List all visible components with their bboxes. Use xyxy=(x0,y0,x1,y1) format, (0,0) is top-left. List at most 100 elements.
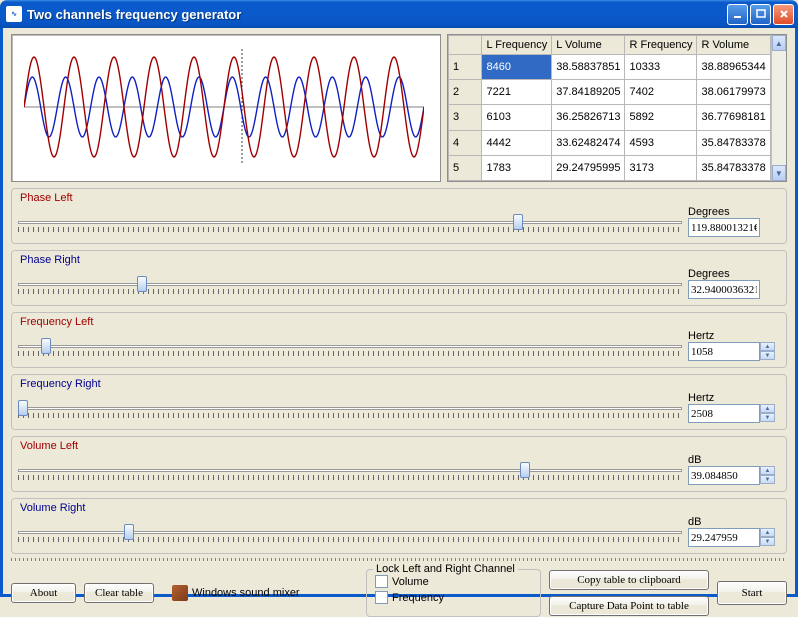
freq_left-thumb[interactable] xyxy=(41,338,51,354)
window-title: Two channels frequency generator xyxy=(27,7,727,22)
vol_left-unit: dB xyxy=(688,454,780,466)
phase_left-panel: Phase Left Degrees xyxy=(11,188,787,244)
phase_right-value-input[interactable] xyxy=(688,280,760,299)
spin-up-icon[interactable]: ▲ xyxy=(760,528,775,537)
spin-down-icon[interactable]: ▼ xyxy=(760,413,775,422)
data-table[interactable]: L FrequencyL VolumeR FrequencyR Volume18… xyxy=(448,35,771,181)
phase_right-thumb[interactable] xyxy=(137,276,147,292)
lock-frequency-checkbox[interactable] xyxy=(375,591,388,604)
scroll-up-button[interactable]: ▲ xyxy=(772,35,786,51)
phase_left-unit: Degrees xyxy=(688,206,780,218)
vol_right-thumb[interactable] xyxy=(124,524,134,540)
vol_right-panel: Volume Right dB ▲ ▼ xyxy=(11,498,787,554)
waveform-display xyxy=(11,34,441,182)
table-cell[interactable]: 36.25826713 xyxy=(552,105,625,130)
sound-mixer-label: Windows sound mixer xyxy=(192,587,300,599)
about-button[interactable]: About xyxy=(11,583,76,603)
table-cell[interactable]: 2 xyxy=(449,80,482,105)
spin-down-icon[interactable]: ▼ xyxy=(760,537,775,546)
table-cell[interactable]: 7221 xyxy=(482,80,552,105)
vol_left-value-input[interactable] xyxy=(688,466,760,485)
phase_right-panel: Phase Right Degrees xyxy=(11,250,787,306)
spin-up-icon[interactable]: ▲ xyxy=(760,342,775,351)
sound-mixer-link[interactable]: Windows sound mixer xyxy=(172,585,300,601)
start-button[interactable]: Start xyxy=(717,581,787,605)
freq_left-title: Frequency Left xyxy=(18,316,780,328)
window-buttons xyxy=(727,4,794,25)
table-cell[interactable]: 4 xyxy=(449,130,482,155)
freq_right-unit: Hertz xyxy=(688,392,780,404)
freq_left-value-input[interactable] xyxy=(688,342,760,361)
freq_right-title: Frequency Right xyxy=(18,378,780,390)
phase_right-title: Phase Right xyxy=(18,254,780,266)
table-cell[interactable]: 5892 xyxy=(625,105,697,130)
table-cell[interactable]: 10333 xyxy=(625,55,697,80)
table-cell[interactable]: 3173 xyxy=(625,155,697,180)
spin-up-icon[interactable]: ▲ xyxy=(760,466,775,475)
table-cell[interactable]: 5 xyxy=(449,155,482,180)
lock-group-legend: Lock Left and Right Channel xyxy=(373,563,518,575)
vol_right-unit: dB xyxy=(688,516,780,528)
freq_right-thumb[interactable] xyxy=(18,400,28,416)
minimize-button[interactable] xyxy=(727,4,748,25)
vol_right-value-input[interactable] xyxy=(688,528,760,547)
table-cell[interactable]: 8460 xyxy=(482,55,552,80)
spin-down-icon[interactable]: ▼ xyxy=(760,351,775,360)
table-cell[interactable]: 1783 xyxy=(482,155,552,180)
mixer-icon xyxy=(172,585,188,601)
table-cell[interactable]: 1 xyxy=(449,55,482,80)
vol_left-slider[interactable] xyxy=(18,459,682,481)
table-cell[interactable]: 35.84783378 xyxy=(697,130,770,155)
freq_right-slider[interactable] xyxy=(18,397,682,419)
spin-down-icon[interactable]: ▼ xyxy=(760,475,775,484)
bottom-toolbar: About Clear table Windows sound mixer Lo… xyxy=(11,569,787,617)
vol_right-spinner[interactable]: ▲ ▼ xyxy=(760,528,775,547)
close-button[interactable] xyxy=(773,4,794,25)
vol_left-title: Volume Left xyxy=(18,440,780,452)
vol_right-slider[interactable] xyxy=(18,521,682,543)
vol_left-spinner[interactable]: ▲ ▼ xyxy=(760,466,775,485)
clear-table-button[interactable]: Clear table xyxy=(84,583,154,603)
table-cell[interactable]: 4593 xyxy=(625,130,697,155)
lock-frequency-label: Frequency xyxy=(392,592,444,604)
vol_left-panel: Volume Left dB ▲ ▼ xyxy=(11,436,787,492)
phase_left-title: Phase Left xyxy=(18,192,780,204)
divider xyxy=(11,558,787,561)
table-scrollbar[interactable]: ▲ ▼ xyxy=(771,35,786,181)
titlebar: ∿ Two channels frequency generator xyxy=(0,0,798,28)
table-cell[interactable]: 4442 xyxy=(482,130,552,155)
lock-volume-checkbox[interactable] xyxy=(375,575,388,588)
vol_left-thumb[interactable] xyxy=(520,462,530,478)
table-cell[interactable]: 38.06179973 xyxy=(697,80,770,105)
table-cell[interactable]: 6103 xyxy=(482,105,552,130)
table-cell[interactable]: 38.58837851 xyxy=(552,55,625,80)
lock-channel-group: Lock Left and Right Channel Volume Frequ… xyxy=(366,569,541,617)
maximize-button[interactable] xyxy=(750,4,771,25)
table-cell[interactable]: 33.62482474 xyxy=(552,130,625,155)
freq_right-spinner[interactable]: ▲ ▼ xyxy=(760,404,775,423)
freq_right-value-input[interactable] xyxy=(688,404,760,423)
content-area: L FrequencyL VolumeR FrequencyR Volume18… xyxy=(0,28,798,597)
phase_left-value-input[interactable] xyxy=(688,218,760,237)
app-icon: ∿ xyxy=(6,6,22,22)
phase_right-slider[interactable] xyxy=(18,273,682,295)
table-cell[interactable]: 36.77698181 xyxy=(697,105,770,130)
capture-data-button[interactable]: Capture Data Point to table xyxy=(549,596,709,616)
table-cell[interactable]: 3 xyxy=(449,105,482,130)
table-cell[interactable]: 29.24795995 xyxy=(552,155,625,180)
freq_right-panel: Frequency Right Hertz ▲ ▼ xyxy=(11,374,787,430)
freq_left-spinner[interactable]: ▲ ▼ xyxy=(760,342,775,361)
phase_left-slider[interactable] xyxy=(18,211,682,233)
vol_right-title: Volume Right xyxy=(18,502,780,514)
table-cell[interactable]: 7402 xyxy=(625,80,697,105)
freq_left-unit: Hertz xyxy=(688,330,780,342)
table-cell[interactable]: 35.84783378 xyxy=(697,155,770,180)
table-cell[interactable]: 37.84189205 xyxy=(552,80,625,105)
phase_left-thumb[interactable] xyxy=(513,214,523,230)
copy-table-button[interactable]: Copy table to clipboard xyxy=(549,570,709,590)
freq_left-slider[interactable] xyxy=(18,335,682,357)
table-cell[interactable]: 38.88965344 xyxy=(697,55,770,80)
scroll-down-button[interactable]: ▼ xyxy=(772,165,786,181)
lock-volume-label: Volume xyxy=(392,576,429,588)
spin-up-icon[interactable]: ▲ xyxy=(760,404,775,413)
